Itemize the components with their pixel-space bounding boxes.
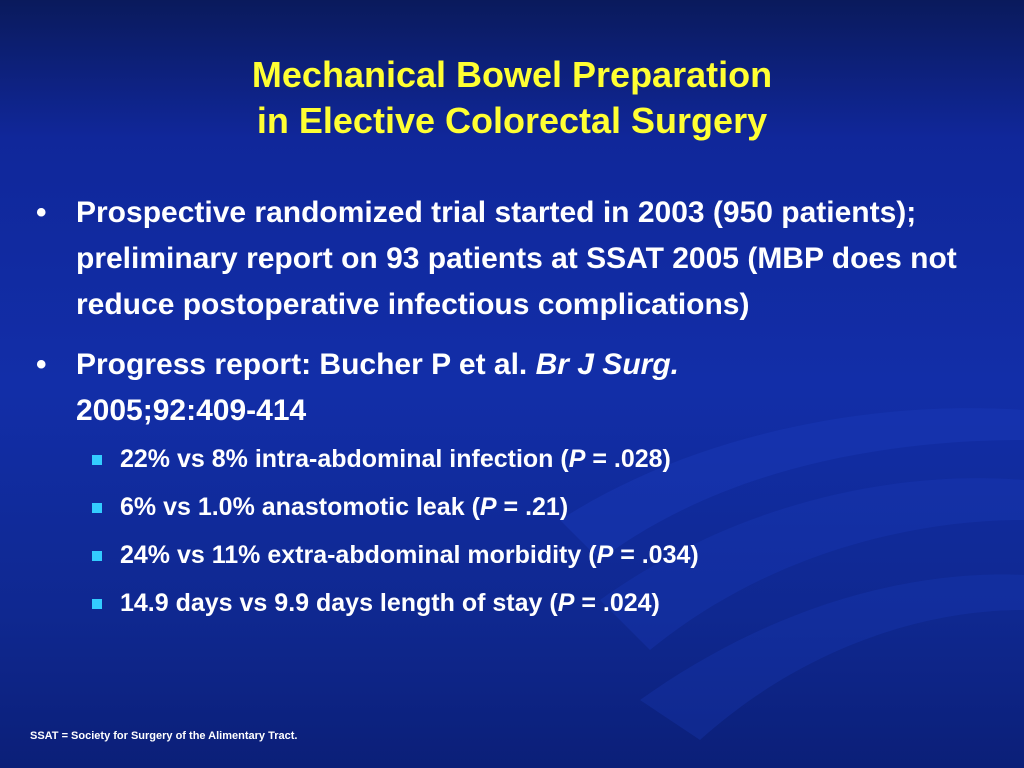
slide-title: Mechanical Bowel Preparation in Elective… xyxy=(0,52,1024,144)
subbullet-text: 6% vs 1.0% anastomotic leak ( xyxy=(120,493,480,521)
p-symbol: P xyxy=(557,589,575,617)
subbullet-item: 14.9 days vs 9.9 days length of stay (P … xyxy=(76,588,990,618)
footnote: SSAT = Society for Surgery of the Alimen… xyxy=(30,730,298,742)
square-bullet-icon xyxy=(92,551,102,561)
subbullet-text: 22% vs 8% intra-abdominal infection ( xyxy=(120,445,569,473)
p-symbol: P xyxy=(596,541,614,569)
subbullet-item: 22% vs 8% intra-abdominal infection (P =… xyxy=(76,444,990,474)
bullet-list: • Prospective randomized trial started i… xyxy=(30,190,990,636)
title-line-2: in Elective Colorectal Surgery xyxy=(256,100,768,141)
square-bullet-icon xyxy=(92,599,102,609)
journal-name: Br J Surg. xyxy=(535,348,679,381)
p-symbol: P xyxy=(568,445,586,473)
citation-details: 2005;92:409-414 xyxy=(76,394,307,427)
subbullet-item: 24% vs 11% extra-abdominal morbidity (P … xyxy=(76,540,990,570)
bullet-text: Progress report: Bucher P et al. xyxy=(76,348,536,381)
p-value: = .024) xyxy=(574,589,660,617)
bullet-item-progress-report: • Progress report: Bucher P et al. Br J … xyxy=(30,342,990,618)
subbullet-text: 14.9 days vs 9.9 days length of stay ( xyxy=(120,589,558,617)
title-line-1: Mechanical Bowel Preparation xyxy=(251,54,773,95)
p-value: = .028) xyxy=(585,445,671,473)
bullet-item-trial: • Prospective randomized trial started i… xyxy=(30,190,990,328)
bullet-text: Prospective randomized trial started in … xyxy=(76,196,957,321)
p-value: = .034) xyxy=(613,541,699,569)
square-bullet-icon xyxy=(92,503,102,513)
subbullet-item: 6% vs 1.0% anastomotic leak (P = .21) xyxy=(76,492,990,522)
bullet-dot: • xyxy=(36,196,47,229)
subbullet-text: 24% vs 11% extra-abdominal morbidity ( xyxy=(120,541,597,569)
bullet-dot: • xyxy=(36,348,47,381)
square-bullet-icon xyxy=(92,455,102,465)
p-value: = .21) xyxy=(496,493,569,521)
subbullet-list: 22% vs 8% intra-abdominal infection (P =… xyxy=(76,444,990,618)
p-symbol: P xyxy=(479,493,497,521)
